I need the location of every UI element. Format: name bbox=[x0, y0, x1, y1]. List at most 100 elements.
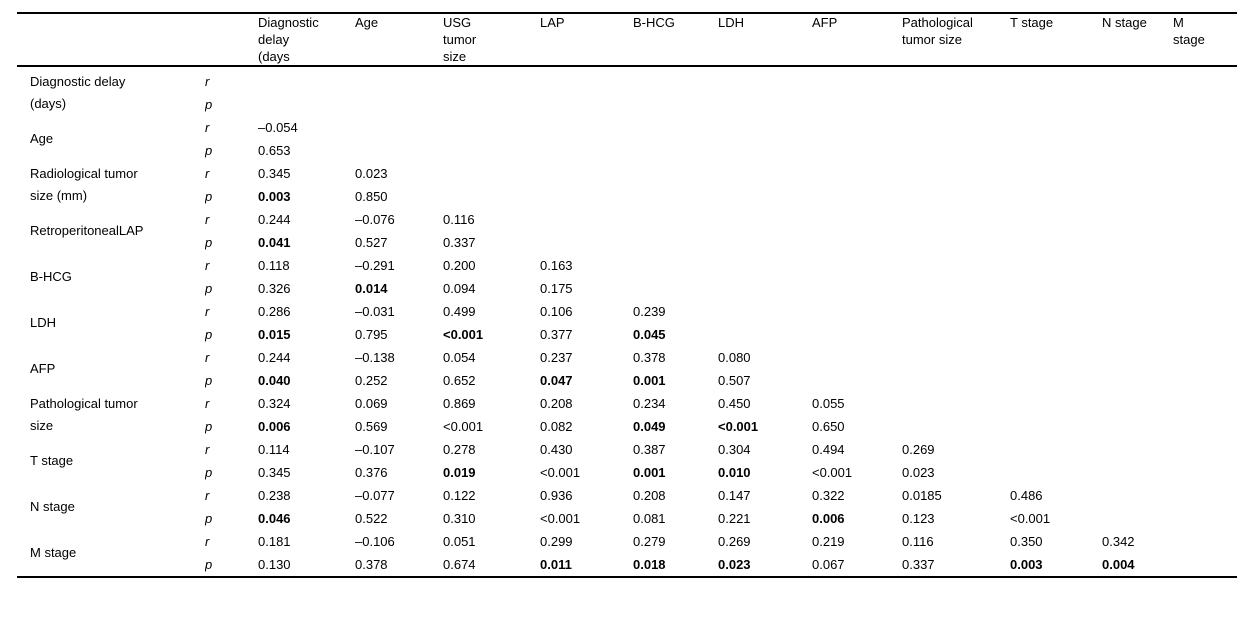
p-value-cell bbox=[355, 139, 443, 162]
p-value-cell bbox=[1010, 231, 1102, 254]
p-value-cell: 0.046 bbox=[258, 511, 291, 526]
p-value-cell: 0.049 bbox=[633, 419, 666, 434]
p-value-cell bbox=[718, 231, 812, 254]
p-label: p bbox=[205, 281, 213, 296]
r-value-cell bbox=[902, 254, 1010, 277]
r-value-cell: 0.0185 bbox=[902, 488, 942, 503]
r-value-cell: 0.118 bbox=[258, 258, 290, 273]
r-value-cell bbox=[812, 254, 902, 277]
table-row-p: p 0.326 0.014 0.094 0.175 bbox=[17, 277, 1237, 300]
p-value-cell bbox=[902, 185, 1010, 208]
table-row-r: LDH r 0.286 –0.031 0.499 0.106 0.239 bbox=[17, 300, 1237, 330]
p-value-cell: 0.015 bbox=[258, 327, 291, 342]
row-label: LDH bbox=[30, 315, 57, 330]
r-value-cell: 0.116 bbox=[443, 212, 475, 227]
r-value-cell bbox=[1010, 346, 1102, 369]
p-value-cell bbox=[902, 139, 1010, 162]
r-value-cell: 0.936 bbox=[540, 488, 573, 503]
p-value-cell: 0.010 bbox=[718, 465, 751, 480]
r-value-cell bbox=[633, 162, 718, 185]
p-value-cell bbox=[355, 93, 443, 116]
p-value-cell: 0.527 bbox=[355, 235, 388, 250]
correlation-table-container: Diagnostic delay (days Age USG tumor size L… bbox=[17, 12, 1237, 578]
r-value-cell: 0.269 bbox=[902, 442, 935, 457]
row-label: Diagnostic delay (days) bbox=[30, 74, 126, 111]
r-value-cell: 0.023 bbox=[355, 166, 388, 181]
r-value-cell bbox=[718, 254, 812, 277]
r-value-cell bbox=[812, 162, 902, 185]
header-row: Diagnostic delay (days Age USG tumor size L… bbox=[17, 13, 1237, 67]
table-row-p: p 0.041 0.527 0.337 bbox=[17, 231, 1237, 254]
column-header-empty bbox=[205, 13, 258, 67]
r-value-cell: 0.238 bbox=[258, 488, 291, 503]
r-label: r bbox=[205, 534, 210, 549]
r-value-cell: 0.106 bbox=[540, 304, 573, 319]
row-label: AFP bbox=[30, 361, 56, 376]
p-value-cell bbox=[1173, 323, 1237, 346]
r-value-cell bbox=[812, 116, 902, 139]
table-row-r: Diagnostic delay (days) r bbox=[17, 66, 1237, 111]
p-value-cell bbox=[1102, 323, 1173, 346]
row-label: M stage bbox=[30, 545, 77, 560]
p-value-cell bbox=[812, 369, 902, 392]
p-value-cell bbox=[1102, 139, 1173, 162]
p-value-cell bbox=[1173, 553, 1237, 577]
r-value-cell: 0.234 bbox=[633, 396, 666, 411]
r-value-cell bbox=[443, 66, 540, 93]
p-value-cell bbox=[1102, 185, 1173, 208]
p-value-cell: 0.123 bbox=[902, 511, 935, 526]
p-value-cell bbox=[812, 231, 902, 254]
p-value-cell bbox=[540, 139, 633, 162]
r-value-cell bbox=[258, 66, 355, 93]
p-value-cell: <0.001 bbox=[1010, 511, 1051, 526]
table-row-p: p 0.003 0.850 bbox=[17, 185, 1237, 208]
r-value-cell bbox=[902, 66, 1010, 93]
p-value-cell bbox=[258, 93, 355, 116]
r-value-cell bbox=[812, 300, 902, 323]
p-value-cell bbox=[633, 277, 718, 300]
r-value-cell bbox=[718, 66, 812, 93]
p-value-cell: 0.011 bbox=[540, 557, 572, 572]
p-value-cell: 0.004 bbox=[1102, 557, 1135, 572]
p-value-cell bbox=[718, 277, 812, 300]
p-value-cell bbox=[1173, 415, 1237, 438]
p-value-cell: 0.674 bbox=[443, 557, 476, 572]
p-label: p bbox=[205, 373, 213, 388]
p-value-cell bbox=[718, 323, 812, 346]
p-value-cell bbox=[1010, 369, 1102, 392]
p-value-cell bbox=[1173, 461, 1237, 484]
p-value-cell: 0.569 bbox=[355, 419, 388, 434]
p-value-cell bbox=[1102, 507, 1173, 530]
r-value-cell bbox=[540, 208, 633, 231]
r-value-cell bbox=[718, 300, 812, 323]
p-label: p bbox=[205, 97, 213, 112]
r-value-cell bbox=[1173, 484, 1237, 507]
r-value-cell bbox=[1010, 438, 1102, 461]
p-label: p bbox=[205, 143, 213, 158]
p-value-cell: 0.310 bbox=[443, 511, 476, 526]
p-value-cell bbox=[1010, 277, 1102, 300]
r-label: r bbox=[205, 212, 210, 227]
p-value-cell bbox=[1173, 185, 1237, 208]
p-value-cell bbox=[633, 139, 718, 162]
p-value-cell: 0.326 bbox=[258, 281, 291, 296]
r-value-cell: 0.494 bbox=[812, 442, 845, 457]
r-value-cell bbox=[902, 116, 1010, 139]
r-value-cell bbox=[1173, 300, 1237, 323]
r-value-cell: 0.378 bbox=[633, 350, 666, 365]
r-value-cell: 0.304 bbox=[718, 442, 751, 457]
r-value-cell: 0.244 bbox=[258, 350, 291, 365]
p-label: p bbox=[205, 557, 213, 572]
r-value-cell: 0.055 bbox=[812, 396, 845, 411]
r-value-cell bbox=[1010, 66, 1102, 93]
table-row-p: p 0.006 0.569 <0.001 0.082 0.049 <0.001 0.650 bbox=[17, 415, 1237, 438]
r-value-cell: –0.106 bbox=[355, 534, 395, 549]
r-value-cell bbox=[1173, 530, 1237, 553]
p-value-cell bbox=[1173, 93, 1237, 116]
p-value-cell bbox=[902, 323, 1010, 346]
column-header: Pathological tumor size bbox=[902, 13, 1010, 67]
r-value-cell: 0.244 bbox=[258, 212, 291, 227]
column-header: B-HCG bbox=[633, 13, 718, 67]
p-value-cell bbox=[633, 93, 718, 116]
r-value-cell: 0.350 bbox=[1010, 534, 1043, 549]
